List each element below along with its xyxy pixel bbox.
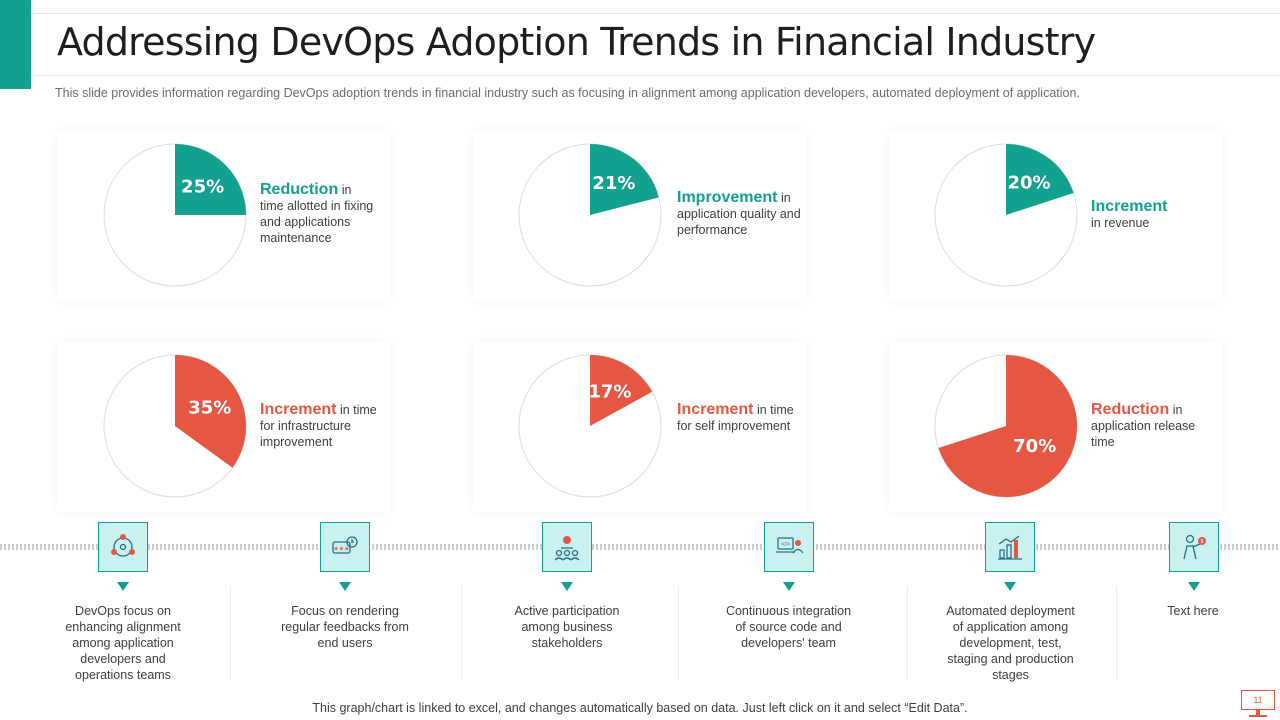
stat-description: for self improvement <box>677 419 791 433</box>
column-divider <box>907 586 908 680</box>
pie-chart-increment-infrastructure: 35% <box>103 354 247 498</box>
pie-slice <box>1006 144 1074 215</box>
stat-text-increment-revenue: Increment in revenue <box>1091 199 1216 231</box>
step-pointer <box>117 582 129 591</box>
stat-headline: Increment <box>1091 198 1168 215</box>
stat-headline: Reduction <box>260 181 339 198</box>
step-icon-box: $ <box>1169 522 1219 572</box>
step-pointer <box>1188 582 1200 591</box>
pie-chart-increment-self: 17% <box>518 354 662 498</box>
svg-text:$: $ <box>1201 539 1204 545</box>
pie-chart-increment-revenue: 20% <box>934 143 1078 287</box>
stat-description: time allotted in fixing and applications… <box>260 199 374 245</box>
pie-slice <box>590 355 653 426</box>
stat-inline: in time <box>753 403 794 417</box>
slide-subtitle: This slide provides information regardin… <box>55 86 1080 100</box>
page-number: 11 <box>1241 690 1275 710</box>
pie-slice <box>175 144 246 215</box>
stat-text-reduction-maintenance: Reduction in time allotted in fixing and… <box>260 182 375 246</box>
stat-headline: Increment <box>677 401 754 418</box>
stat-inline: in <box>1169 403 1183 417</box>
pie-value-label: 20% <box>1007 172 1050 193</box>
step-description: Automated deployment of application amon… <box>946 604 1075 682</box>
step-description: Continuous integration of source code an… <box>725 604 852 650</box>
column-divider <box>678 586 679 680</box>
stat-text-improvement-quality: Improvement in application quality and p… <box>677 190 802 238</box>
stakeholders-icon <box>554 536 580 561</box>
page-number-base <box>1249 715 1267 717</box>
stat-description: application quality and performance <box>677 207 801 237</box>
pie-chart-reduction-maintenance: 25% <box>103 143 247 287</box>
pie-slice <box>590 144 659 215</box>
feedback-rating-icon: ★★★ <box>332 536 358 554</box>
deployment-growth-icon <box>998 535 1022 560</box>
column-divider <box>1116 586 1117 680</box>
stat-headline: Increment <box>260 401 337 418</box>
page-number-stand <box>1256 710 1260 715</box>
pie-value-label: 21% <box>592 173 635 194</box>
step-icon-box <box>98 522 148 572</box>
step-description: Active participation among business stak… <box>514 604 620 650</box>
stat-description: in revenue <box>1091 216 1150 230</box>
step-description: Focus on rendering regular feedbacks fro… <box>281 604 409 650</box>
pie-slice <box>175 355 246 468</box>
step-icon-box <box>985 522 1035 572</box>
footer-note: This graph/chart is linked to excel, and… <box>312 701 968 715</box>
svg-text:</>: </> <box>781 542 790 548</box>
accent-bar <box>0 0 31 89</box>
step-icon-box <box>542 522 592 572</box>
pie-chart-reduction-release: 70% <box>934 354 1078 498</box>
stat-description: for infrastructure improvement <box>260 419 352 449</box>
step-pointer <box>339 582 351 591</box>
stat-inline: in <box>338 183 352 197</box>
step-icon-box: </> <box>764 522 814 572</box>
step-pointer <box>783 582 795 591</box>
pie-slice <box>938 355 1077 497</box>
developer-laptop-icon: </> <box>776 537 804 554</box>
stat-headline: Improvement <box>677 189 778 206</box>
stat-text-reduction-release: Reduction in application release time <box>1091 402 1201 450</box>
step-pointer <box>561 582 573 591</box>
pie-chart-improvement-quality: 21% <box>518 143 662 287</box>
column-divider <box>461 586 462 680</box>
svg-text:★★★: ★★★ <box>333 546 349 553</box>
business-person-icon: $ <box>1183 534 1206 560</box>
pie-value-label: 17% <box>588 381 631 402</box>
pie-value-label: 70% <box>1013 436 1056 457</box>
stat-inline: in <box>777 191 791 205</box>
stat-text-increment-infrastructure: Increment in time for infrastructure imp… <box>260 402 390 450</box>
slide-title: Addressing DevOps Adoption Trends in Fin… <box>57 20 1096 64</box>
pie-value-label: 25% <box>181 176 224 197</box>
step-pointer <box>1004 582 1016 591</box>
column-divider <box>230 586 231 680</box>
timeline-line <box>0 544 1280 550</box>
stat-inline: in time <box>336 403 377 417</box>
pie-value-label: 35% <box>188 397 231 418</box>
step-description: Text here <box>1167 604 1219 618</box>
title-rule <box>31 75 1280 76</box>
team-alignment-icon <box>111 534 135 557</box>
step-description: DevOps focus on enhancing alignment amon… <box>65 604 181 682</box>
stat-headline: Reduction <box>1091 401 1170 418</box>
stat-description: application release time <box>1091 419 1196 449</box>
stat-text-increment-self: Increment in time for self improvement <box>677 402 807 434</box>
top-rule <box>31 13 1280 14</box>
step-icon-box: ★★★ <box>320 522 370 572</box>
